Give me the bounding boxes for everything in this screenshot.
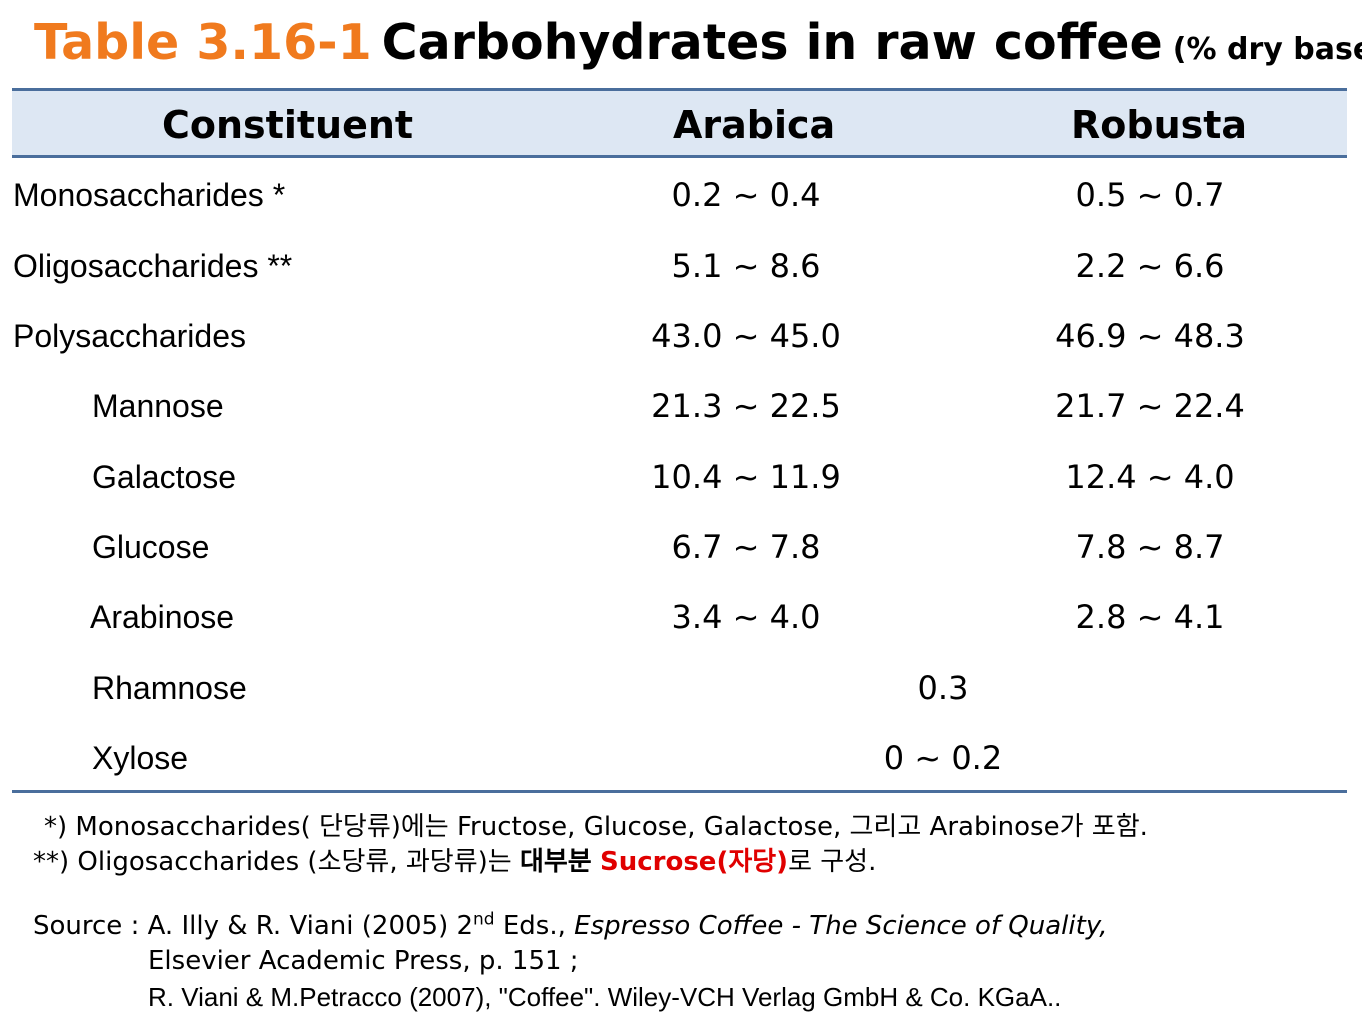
table-row: Rhamnose 0.3: [0, 653, 1362, 723]
row-name: Monosaccharides *: [13, 177, 286, 213]
table-unit: (% dry base): [1172, 32, 1362, 67]
row-name: Galactose: [92, 459, 237, 495]
arabica-value: 10.4 ~ 11.9: [651, 458, 841, 496]
source-sup: nd: [473, 909, 495, 930]
shared-value: 0.3: [917, 669, 969, 707]
source-ref-b: Eds.,: [494, 911, 575, 941]
robusta-value: 21.7 ~ 22.4: [1055, 387, 1245, 425]
table-row: Arabinose 3.4 ~ 4.0 2.8 ~ 4.1: [0, 582, 1362, 652]
table-title-main: Carbohydrates in raw coffee: [381, 14, 1163, 71]
row-name: Polysaccharides: [13, 318, 246, 354]
arabica-value: 21.3 ~ 22.5: [651, 387, 841, 425]
table-row: Oligosaccharides ** 5.1 ~ 8.6 2.2 ~ 6.6: [0, 231, 1362, 301]
source-book-title: Espresso Coffee - The Science of Quality…: [574, 911, 1108, 941]
source-line-1: Source : A. Illy & R. Viani (2005) 2nd E…: [33, 911, 1107, 941]
source-line-3: R. Viani & M.Petracco (2007), "Coffee". …: [148, 982, 1062, 1012]
robusta-value: 2.8 ~ 4.1: [1075, 598, 1225, 636]
footnote-suffix: 로 구성.: [788, 847, 877, 877]
row-name: Oligosaccharides **: [13, 248, 293, 284]
footnote-highlight: Sucrose(자당): [600, 847, 789, 877]
footnote-oligosaccharides: **) Oligosaccharides (소당류, 과당류)는 대부분 Suc…: [33, 841, 876, 878]
table-row: Monosaccharides * 0.2 ~ 0.4 0.5 ~ 0.7: [0, 160, 1362, 230]
table-number: Table 3.16-1: [34, 14, 372, 71]
robusta-value: 46.9 ~ 48.3: [1055, 317, 1245, 355]
arabica-value: 43.0 ~ 45.0: [651, 317, 841, 355]
table-row: Galactose 10.4 ~ 11.9 12.4 ~ 4.0: [0, 442, 1362, 512]
robusta-value: 12.4 ~ 4.0: [1065, 458, 1235, 496]
table-row: Mannose 21.3 ~ 22.5 21.7 ~ 22.4: [0, 371, 1362, 441]
robusta-value: 7.8 ~ 8.7: [1075, 528, 1225, 566]
arabica-value: 5.1 ~ 8.6: [671, 247, 821, 285]
source-line-2: Elsevier Academic Press, p. 151 ;: [148, 946, 579, 976]
robusta-value: 0.5 ~ 0.7: [1075, 176, 1225, 214]
header-robusta: Robusta: [1071, 103, 1248, 147]
table-bottom-rule: [12, 790, 1347, 793]
header-constituent: Constituent: [162, 103, 414, 147]
source-ref-a: A. Illy & R. Viani (2005) 2: [147, 911, 474, 941]
shared-value: 0 ~ 0.2: [883, 739, 1003, 777]
table-row: Polysaccharides 43.0 ~ 45.0 46.9 ~ 48.3: [0, 301, 1362, 371]
footnote-text: **) Oligosaccharides (소당류, 과당류)는: [33, 847, 520, 877]
footnote-monosaccharides: *) Monosaccharides( 단당류)에는 Fructose, Glu…: [44, 812, 1148, 842]
row-name: Rhamnose: [92, 670, 247, 706]
arabica-value: 6.7 ~ 7.8: [671, 528, 821, 566]
robusta-value: 2.2 ~ 6.6: [1075, 247, 1225, 285]
table-row: Glucose 6.7 ~ 7.8 7.8 ~ 8.7: [0, 512, 1362, 582]
header-arabica: Arabica: [673, 103, 836, 147]
source-label: Source :: [33, 911, 140, 941]
table-title: Table 3.16-1 Carbohydrates in raw coffee (…: [34, 14, 1362, 71]
table-header: Constituent Arabica Robusta: [12, 88, 1347, 158]
row-name: Glucose: [92, 529, 210, 565]
arabica-value: 0.2 ~ 0.4: [671, 176, 821, 214]
row-name: Xylose: [92, 740, 189, 776]
footnote-bold: 대부분: [519, 847, 592, 877]
row-name: Mannose: [92, 388, 224, 424]
arabica-value: 3.4 ~ 4.0: [671, 598, 821, 636]
row-name: Arabinose: [90, 599, 235, 635]
table-row: Xylose 0 ~ 0.2: [0, 723, 1362, 793]
